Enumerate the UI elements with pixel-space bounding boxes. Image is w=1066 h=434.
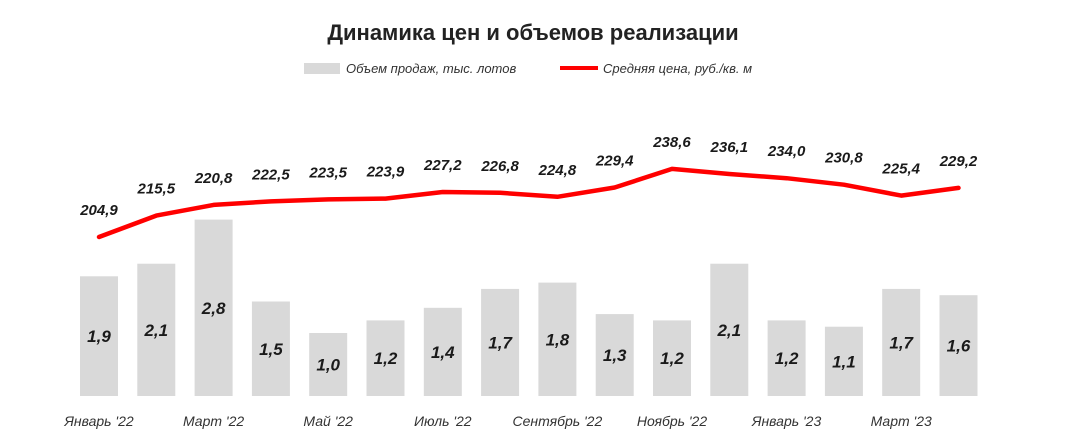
bar-value-label: 1,7 xyxy=(889,333,914,352)
price-value-label: 215,5 xyxy=(137,181,176,198)
bar-value-label: 1,2 xyxy=(374,349,398,368)
bar xyxy=(653,320,691,396)
bar-series xyxy=(80,219,978,396)
price-value-label: 230,8 xyxy=(824,150,863,167)
bar-value-label: 1,0 xyxy=(316,356,340,375)
price-value-label: 226,8 xyxy=(480,158,519,175)
price-value-label: 236,1 xyxy=(710,139,749,156)
price-value-label: 222,5 xyxy=(251,166,290,183)
bar xyxy=(538,282,577,396)
bar xyxy=(366,320,405,396)
x-tick-label: Январь '23 xyxy=(751,413,822,429)
price-value-label: 223,5 xyxy=(308,164,347,181)
bar xyxy=(595,314,634,396)
bar-value-label: 1,5 xyxy=(259,340,283,359)
bar-value-label: 1,2 xyxy=(775,349,799,368)
bar-label-group: 1,9 2,1 2,8 1,5 1,0 1,2 1,4 1,7 1,8 1,3 1,2 2,1 1,2 1… xyxy=(87,299,971,375)
price-line xyxy=(96,166,961,240)
bar xyxy=(767,320,806,396)
bar xyxy=(251,301,290,396)
bar xyxy=(824,326,863,396)
bar-value-label: 2,1 xyxy=(716,321,741,340)
legend-label-price: Средняя цена, руб./кв. м xyxy=(603,61,752,76)
price-value-label: 204,9 xyxy=(79,202,118,219)
bar xyxy=(80,276,118,396)
x-tick-label: Ноябрь '22 xyxy=(637,413,707,429)
bar-value-label: 1,9 xyxy=(87,327,111,346)
bar-value-label: 2,1 xyxy=(143,321,168,340)
line-label-group: 204,9 215,5 220,8 222,5 223,5 223,9 227,2 226,8… xyxy=(79,134,978,219)
bar-value-label: 1,1 xyxy=(832,352,856,371)
bar-value-label: 2,8 xyxy=(201,299,226,318)
price-value-label: 223,9 xyxy=(366,164,405,181)
x-tick-label: Март '23 xyxy=(871,413,932,429)
chart-title: Динамика цен и объемов реализации xyxy=(327,20,738,45)
x-tick-label: Январь '22 xyxy=(63,413,134,429)
legend: Объем продаж, тыс. лотов Средняя цена, р… xyxy=(304,61,752,76)
price-value-label: 224,8 xyxy=(538,162,577,179)
price-value-label: 220,8 xyxy=(194,170,233,187)
legend-swatch-volume xyxy=(304,63,340,74)
bar xyxy=(137,263,176,396)
bar xyxy=(423,307,462,396)
x-axis-ticks: Январь '22 Март '22 Май '22 Июль '22 Сентябр… xyxy=(63,413,932,429)
bar xyxy=(309,333,348,396)
price-value-label: 227,2 xyxy=(423,157,462,174)
price-value-label: 238,6 xyxy=(652,134,691,151)
bar xyxy=(194,219,233,396)
bar-value-label: 1,3 xyxy=(603,346,627,365)
bar-value-label: 1,7 xyxy=(488,333,513,352)
bar xyxy=(710,263,749,396)
price-value-label: 225,4 xyxy=(881,161,920,178)
legend-label-volume: Объем продаж, тыс. лотов xyxy=(346,61,516,76)
bar-value-label: 1,8 xyxy=(546,330,570,349)
price-value-label: 229,2 xyxy=(939,153,978,170)
price-value-label: 234,0 xyxy=(767,143,806,160)
bar xyxy=(481,288,520,396)
x-tick-label: Июль '22 xyxy=(414,413,472,429)
price-value-label: 229,4 xyxy=(595,153,634,170)
x-tick-label: Сентябрь '22 xyxy=(513,413,603,429)
x-tick-label: Май '22 xyxy=(303,413,353,429)
bar-value-label: 1,6 xyxy=(947,337,971,356)
bar xyxy=(939,295,978,396)
bar-value-label: 1,4 xyxy=(431,343,455,362)
x-tick-label: Март '22 xyxy=(183,413,244,429)
bar-value-label: 1,2 xyxy=(660,349,684,368)
bar xyxy=(882,288,921,396)
